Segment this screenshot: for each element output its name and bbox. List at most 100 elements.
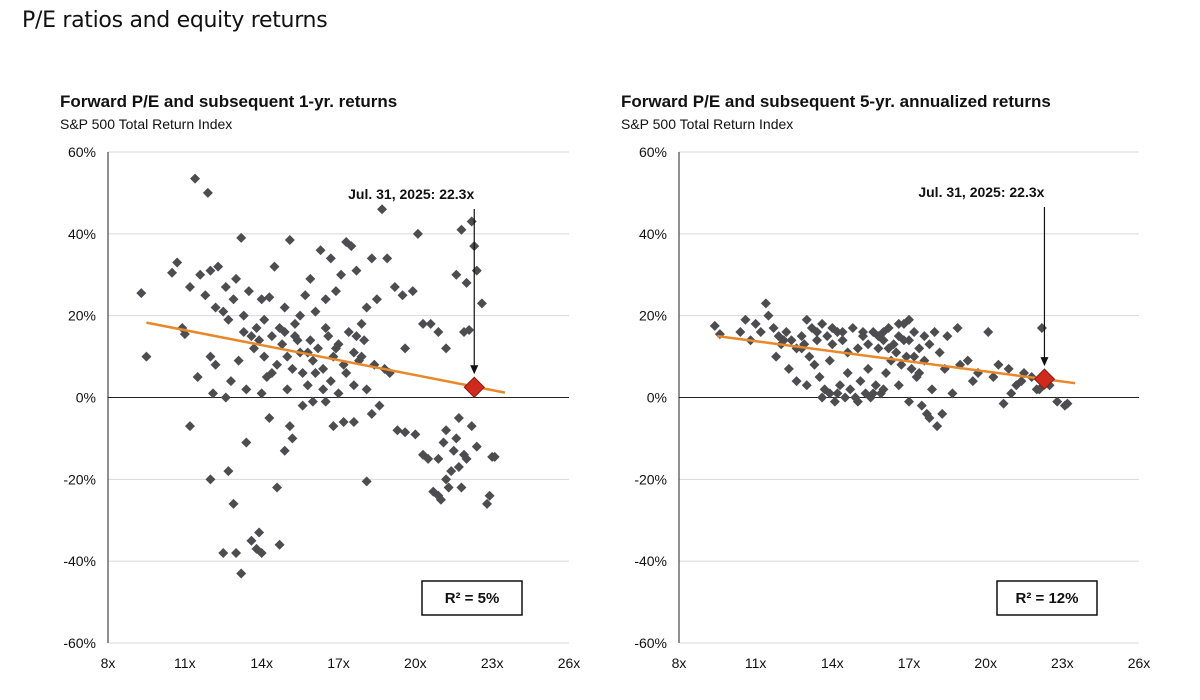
data-point [295,310,306,321]
x-tick-label: 17x [898,655,921,671]
r-squared-label: R² = 12% [1016,590,1079,607]
y-tick-label: 40% [68,226,96,242]
y-tick-label: -20% [63,471,96,487]
data-point [172,257,183,268]
data-point [962,355,973,366]
data-point [407,286,418,297]
data-point [993,359,1004,370]
data-point [773,331,784,342]
data-point [1016,376,1027,387]
data-point [246,331,257,342]
chart-title: Forward P/E and subsequent 1-yr. returns [60,92,398,111]
data-point [320,322,331,333]
data-point [863,339,874,350]
data-point [771,351,782,362]
data-point [328,421,339,432]
data-point [248,343,259,354]
data-point [896,359,907,370]
data-point [709,320,720,331]
data-point [852,396,863,407]
data-point [231,273,242,284]
data-point [1006,388,1017,399]
data-point [921,408,932,419]
data-point [924,412,935,423]
data-point [254,335,265,346]
data-point [814,372,825,383]
data-point [228,498,239,509]
data-point [377,204,388,215]
data-point [937,408,948,419]
data-point [254,527,265,538]
data-point [456,224,467,235]
data-point [763,310,774,321]
data-point [471,265,482,276]
annotation-arrow-head [1040,357,1049,367]
data-point [184,282,195,293]
data-point [341,367,352,378]
data-point [282,351,293,362]
data-point [418,318,429,329]
data-point [1062,398,1073,409]
data-point [218,306,229,317]
data-point [842,367,853,378]
data-point [225,376,236,387]
data-point [433,327,444,338]
data-point [476,298,487,309]
data-point [819,384,830,395]
data-point [441,343,452,354]
data-point [361,384,372,395]
data-point [489,451,500,462]
data-point [873,331,884,342]
data-point [200,290,211,301]
data-point [310,306,321,317]
data-point [392,425,403,436]
data-point [801,314,812,325]
data-point [438,437,449,448]
data-point [223,314,234,325]
data-point [453,462,464,473]
data-point [359,335,370,346]
data-point [320,396,331,407]
data-point [929,327,940,338]
data-point [801,380,812,391]
data-point [231,547,242,558]
data-point [348,417,359,428]
data-point [796,331,807,342]
data-point [356,351,367,362]
data-point [904,335,914,346]
data-point [898,335,909,346]
data-point [837,335,848,346]
data-point [927,384,937,395]
data-point [817,318,828,329]
y-tick-label: 20% [68,308,96,324]
data-point [1036,322,1047,333]
data-point [778,335,789,346]
data-point [287,363,298,374]
data-point [1011,380,1022,391]
data-point [323,331,334,342]
data-point [272,359,283,370]
data-point [906,363,917,374]
x-tick-label: 20x [404,655,427,671]
x-tick-label: 14x [821,655,844,671]
data-point [750,318,761,329]
data-point [870,380,881,391]
current-pe-marker [1033,368,1056,390]
data-point [423,453,434,464]
data-point [277,339,288,350]
data-point [236,232,247,243]
data-point [901,351,912,362]
data-point [228,294,239,305]
y-tick-label: 0% [76,390,96,406]
data-point [279,327,290,338]
data-point [208,388,219,399]
annotation-label: Jul. 31, 2025: 22.3x [348,186,474,202]
data-point [330,286,341,297]
data-point [202,187,213,198]
data-point [264,412,275,423]
data-point [351,331,362,342]
data-point [786,335,797,346]
y-tick-label: -60% [63,635,96,651]
y-tick-label: -40% [63,553,96,569]
data-point [307,355,318,366]
